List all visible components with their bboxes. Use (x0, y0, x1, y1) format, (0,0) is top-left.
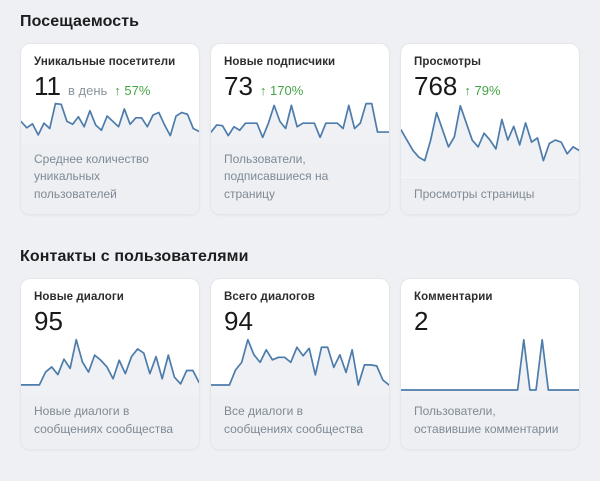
arrow-up-icon: ↑ (464, 83, 471, 98)
contacts-cards-row: Новые диалоги 95 Новые диалоги в сообщен… (20, 278, 580, 450)
sparkline-chart-total-dialogs (211, 336, 389, 396)
stat-value: 73 (224, 71, 253, 101)
stat-delta: ↑ 170% (260, 83, 303, 98)
card-description: Пользователи, оставившие комментарии (401, 395, 579, 449)
card-description: Новые диалоги в сообщениях сообщества (21, 395, 199, 449)
card-title: Новые диалоги (34, 291, 124, 303)
stat-value: 95 (34, 306, 63, 336)
card-head: Уникальные посетители 11 в день ↑ 57% (21, 44, 199, 101)
card-title: Новые подписчики (224, 56, 336, 68)
card-head: Новые подписчики 73 ↑ 170% (211, 44, 389, 101)
section-traffic: Посещаемость Уникальные посетители 11 в … (20, 13, 580, 215)
card-value-row: 73 ↑ 170% (224, 73, 376, 101)
sparkline-chart-comments (401, 336, 579, 396)
card-title: Уникальные посетители (34, 56, 176, 68)
card-description: Все диалоги в сообщениях сообщества (211, 395, 389, 449)
card-title: Всего диалогов (224, 291, 316, 303)
card-head: Новые диалоги 95 (21, 279, 199, 336)
section-title-user-contacts: Контакты с пользователями (20, 248, 249, 265)
sparkline-chart-views (401, 101, 579, 178)
card-description: Среднее количество уникальных пользовате… (21, 142, 199, 214)
stat-value: 2 (414, 306, 429, 336)
stat-card-views[interactable]: Просмотры 768 ↑ 79% Просмотры страницы (400, 43, 580, 215)
card-value-row: 95 (34, 308, 186, 336)
stat-value: 11 (34, 71, 61, 101)
stat-card-new-subscribers[interactable]: Новые подписчики 73 ↑ 170% Пользователи,… (210, 43, 390, 215)
stat-delta: ↑ 57% (114, 83, 150, 98)
stat-delta-value: 79% (474, 83, 501, 98)
card-value-row: 768 ↑ 79% (414, 73, 566, 101)
card-value-row: 11 в день ↑ 57% (34, 73, 186, 101)
stat-card-unique-visitors[interactable]: Уникальные посетители 11 в день ↑ 57% Ср… (20, 43, 200, 215)
card-head: Комментарии 2 (401, 279, 579, 336)
card-value-row: 94 (224, 308, 376, 336)
arrow-up-icon: ↑ (259, 83, 267, 98)
stat-unit: в день (68, 83, 108, 98)
stat-value: 768 (414, 71, 458, 101)
card-description: Просмотры страницы (401, 177, 579, 214)
card-title: Просмотры (414, 56, 482, 68)
sparkline-chart-new-subscribers (211, 101, 389, 143)
stat-delta-value: 170% (270, 83, 304, 98)
section-user-contacts: Контакты с пользователями Новые диалоги … (20, 248, 580, 450)
section-title-traffic: Посещаемость (20, 13, 140, 30)
card-description: Пользователи, подписавшиеся на страницу (211, 142, 389, 214)
stat-value: 94 (224, 306, 253, 336)
card-head: Просмотры 768 ↑ 79% (401, 44, 579, 101)
sparkline-chart-unique-visitors (21, 101, 199, 143)
stat-card-total-dialogs[interactable]: Всего диалогов 94 Все диалоги в сообщени… (210, 278, 390, 450)
traffic-cards-row: Уникальные посетители 11 в день ↑ 57% Ср… (20, 43, 580, 215)
stat-card-new-dialogs[interactable]: Новые диалоги 95 Новые диалоги в сообщен… (20, 278, 200, 450)
card-head: Всего диалогов 94 (211, 279, 389, 336)
stat-delta: ↑ 79% (464, 83, 500, 98)
card-value-row: 2 (414, 308, 566, 336)
stat-delta-value: 57% (124, 83, 151, 98)
card-title: Комментарии (414, 291, 493, 303)
stat-card-comments[interactable]: Комментарии 2 Пользователи, оставившие к… (400, 278, 580, 450)
arrow-up-icon: ↑ (114, 83, 121, 98)
sparkline-chart-new-dialogs (21, 336, 199, 396)
